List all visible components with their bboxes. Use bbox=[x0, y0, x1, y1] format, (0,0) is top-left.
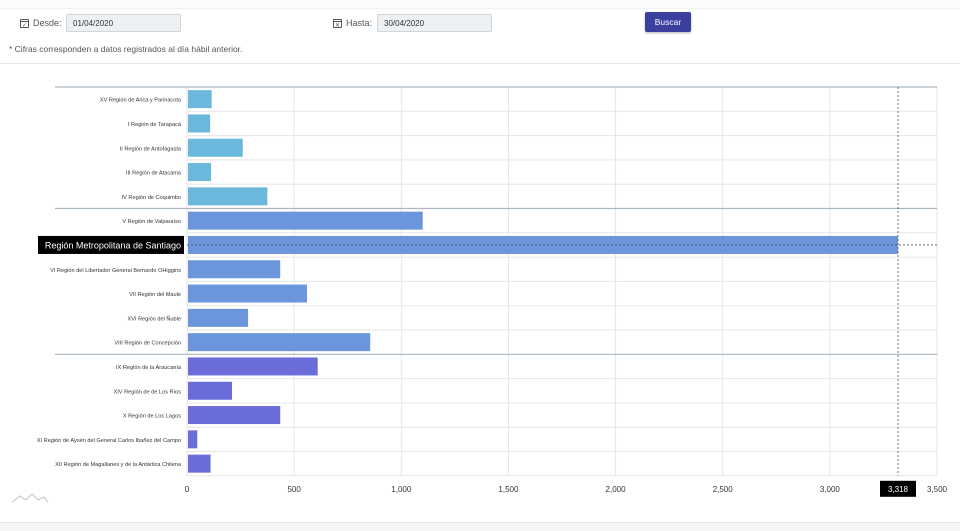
bar bbox=[188, 357, 318, 376]
category-label: I Región de Tarapacá bbox=[128, 122, 182, 128]
bar bbox=[188, 211, 423, 230]
x-tick-label: 3,000 bbox=[820, 485, 841, 494]
category-label: III Región de Atacama bbox=[126, 171, 182, 177]
chart-logo-icon bbox=[11, 493, 49, 503]
bar bbox=[188, 284, 307, 303]
bar-layer bbox=[188, 90, 898, 473]
category-label: XV Región de Arica y Parinacota bbox=[100, 98, 182, 104]
category-label: X Región de Los Lagos bbox=[123, 414, 181, 420]
bar bbox=[188, 260, 281, 279]
category-label: VIII Región de Concepción bbox=[114, 341, 181, 347]
x-tick-label: 500 bbox=[287, 485, 301, 494]
crosshair-layer: 3,318 bbox=[187, 87, 937, 497]
category-label: XI Región de Aysén del General Carlos Ib… bbox=[37, 438, 181, 444]
desde-label: Desde: bbox=[33, 18, 62, 28]
category-label: VI Región del Libertador General Bernard… bbox=[50, 268, 181, 274]
bar bbox=[188, 454, 211, 473]
x-tick-label: 0 bbox=[185, 485, 190, 494]
bar bbox=[188, 187, 268, 206]
top-strip bbox=[0, 0, 960, 9]
category-label: V Región de Valparaíso bbox=[122, 219, 181, 225]
category-label-layer: XV Región de Arica y Parinacota I Región … bbox=[37, 98, 184, 468]
bar bbox=[188, 138, 243, 157]
section-divider bbox=[0, 63, 960, 64]
category-label: XIV Región de de Los Ríos bbox=[114, 389, 182, 395]
highlight-value-label: 3,318 bbox=[888, 485, 909, 494]
hasta-date-input[interactable] bbox=[377, 14, 492, 32]
category-label: XII Región de Magallanes y de la Antárti… bbox=[55, 462, 182, 468]
bar bbox=[188, 430, 198, 449]
search-button[interactable]: Buscar bbox=[645, 12, 691, 32]
bar bbox=[188, 114, 211, 133]
desde-group: ✓ Desde: bbox=[20, 18, 62, 29]
bottom-strip bbox=[0, 522, 960, 531]
calendar-check-icon: ✓ bbox=[20, 18, 29, 29]
x-tick-label: 3,500 bbox=[927, 485, 948, 494]
category-label: IV Región de Coquimbo bbox=[122, 195, 181, 201]
highlight-value-box bbox=[880, 480, 916, 497]
bar bbox=[188, 406, 281, 425]
x-tick-label: 2,500 bbox=[713, 485, 734, 494]
bar bbox=[188, 308, 249, 327]
bar bbox=[188, 333, 371, 352]
category-label: Región Metropolitana de Santiago bbox=[45, 240, 181, 250]
bar-chart: XV Región de Arica y Parinacota I Región … bbox=[11, 86, 948, 503]
grid-layer bbox=[55, 86, 938, 477]
x-tick-layer: 0 500 1,000 1,500 2,000 2,500 3,000 3,500 bbox=[185, 485, 948, 494]
highlight-label-box bbox=[38, 235, 184, 254]
bar bbox=[188, 90, 212, 109]
hasta-group: ✕ Hasta: bbox=[333, 18, 373, 29]
calendar-x-icon: ✕ bbox=[333, 18, 342, 29]
x-tick-label: 1,500 bbox=[498, 485, 519, 494]
hasta-label: Hasta: bbox=[346, 18, 373, 28]
x-tick-label: 2,000 bbox=[606, 485, 627, 494]
bar bbox=[188, 163, 211, 182]
desde-date-input[interactable] bbox=[66, 14, 181, 32]
category-label: IX Región de la Araucanía bbox=[116, 365, 182, 371]
category-label: II Región de Antofagasta bbox=[120, 146, 182, 152]
x-tick-label: 1,000 bbox=[391, 485, 412, 494]
category-label: VII Región del Maule bbox=[129, 292, 181, 298]
bar bbox=[188, 381, 232, 400]
data-note: * Cifras corresponden a datos registrado… bbox=[9, 44, 243, 54]
category-label: XVI Región del Ñuble bbox=[128, 315, 182, 322]
